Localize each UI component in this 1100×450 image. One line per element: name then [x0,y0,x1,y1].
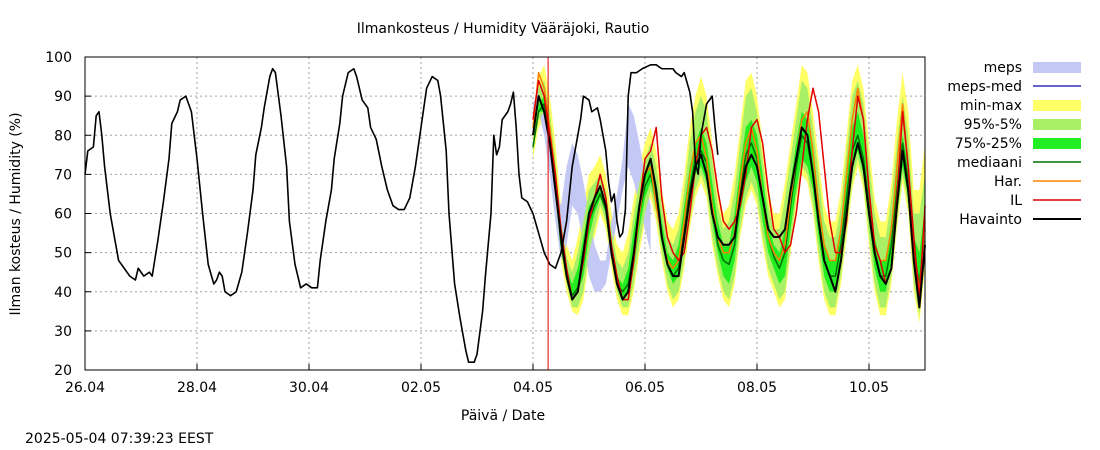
x-tick-label: 28.04 [177,380,217,396]
series-lines [84,64,926,363]
y-axis-ticks: 20 30 40 50 60 70 80 90 100 [45,50,91,379]
x-axis-ticks: 26.04 28.04 30.04 02.05 04.05 06.05 08.05 10.05 [65,364,889,396]
legend-label: 95%-5% [964,117,1022,133]
observed-line [84,64,719,363]
legend: meps meps-med min-max 95%-5% 75%-25% mediaani… [947,60,1081,228]
legend-swatch [1033,119,1081,130]
x-tick-label: 06.05 [625,380,665,396]
havainto-forecast-line [532,95,926,309]
legend-label: min-max [960,98,1022,114]
legend-label: meps [984,60,1022,76]
y-tick-label: 100 [45,50,72,66]
x-tick-label: 26.04 [65,380,105,396]
chart-title: Ilmankosteus / Humidity Vääräjoki, Rauti… [357,21,650,37]
mediaani-line [532,103,926,297]
y-tick-label: 20 [54,363,72,379]
legend-label: mediaani [957,155,1022,171]
legend-swatch [1033,100,1081,111]
x-tick-label: 08.05 [737,380,777,396]
y-tick-label: 30 [54,324,72,340]
y-tick-label: 40 [54,285,72,301]
x-tick-label: 04.05 [513,380,553,396]
legend-swatch [1033,138,1081,149]
legend-swatch [1033,62,1081,73]
legend-label: 75%-25% [955,136,1022,152]
y-tick-label: 90 [54,89,72,105]
legend-label: Havainto [959,212,1022,228]
x-tick-label: 10.05 [849,380,889,396]
legend-label: Har. [994,174,1022,190]
legend-label: IL [1010,193,1022,209]
x-tick-label: 02.05 [401,380,441,396]
y-tick-label: 50 [54,246,72,262]
y-tick-label: 60 [54,207,72,223]
p75-p25-band [533,96,925,300]
legend-label: meps-med [947,79,1022,95]
il-line [532,79,926,301]
x-tick-label: 30.04 [289,380,329,396]
y-tick-label: 80 [54,128,72,144]
y-axis-label: Ilman kosteus / Humidity (%) [8,112,24,315]
timestamp: 2025-05-04 07:39:23 EEST [25,431,214,447]
x-axis-label: Päivä / Date [461,408,545,424]
y-tick-label: 70 [54,167,72,183]
